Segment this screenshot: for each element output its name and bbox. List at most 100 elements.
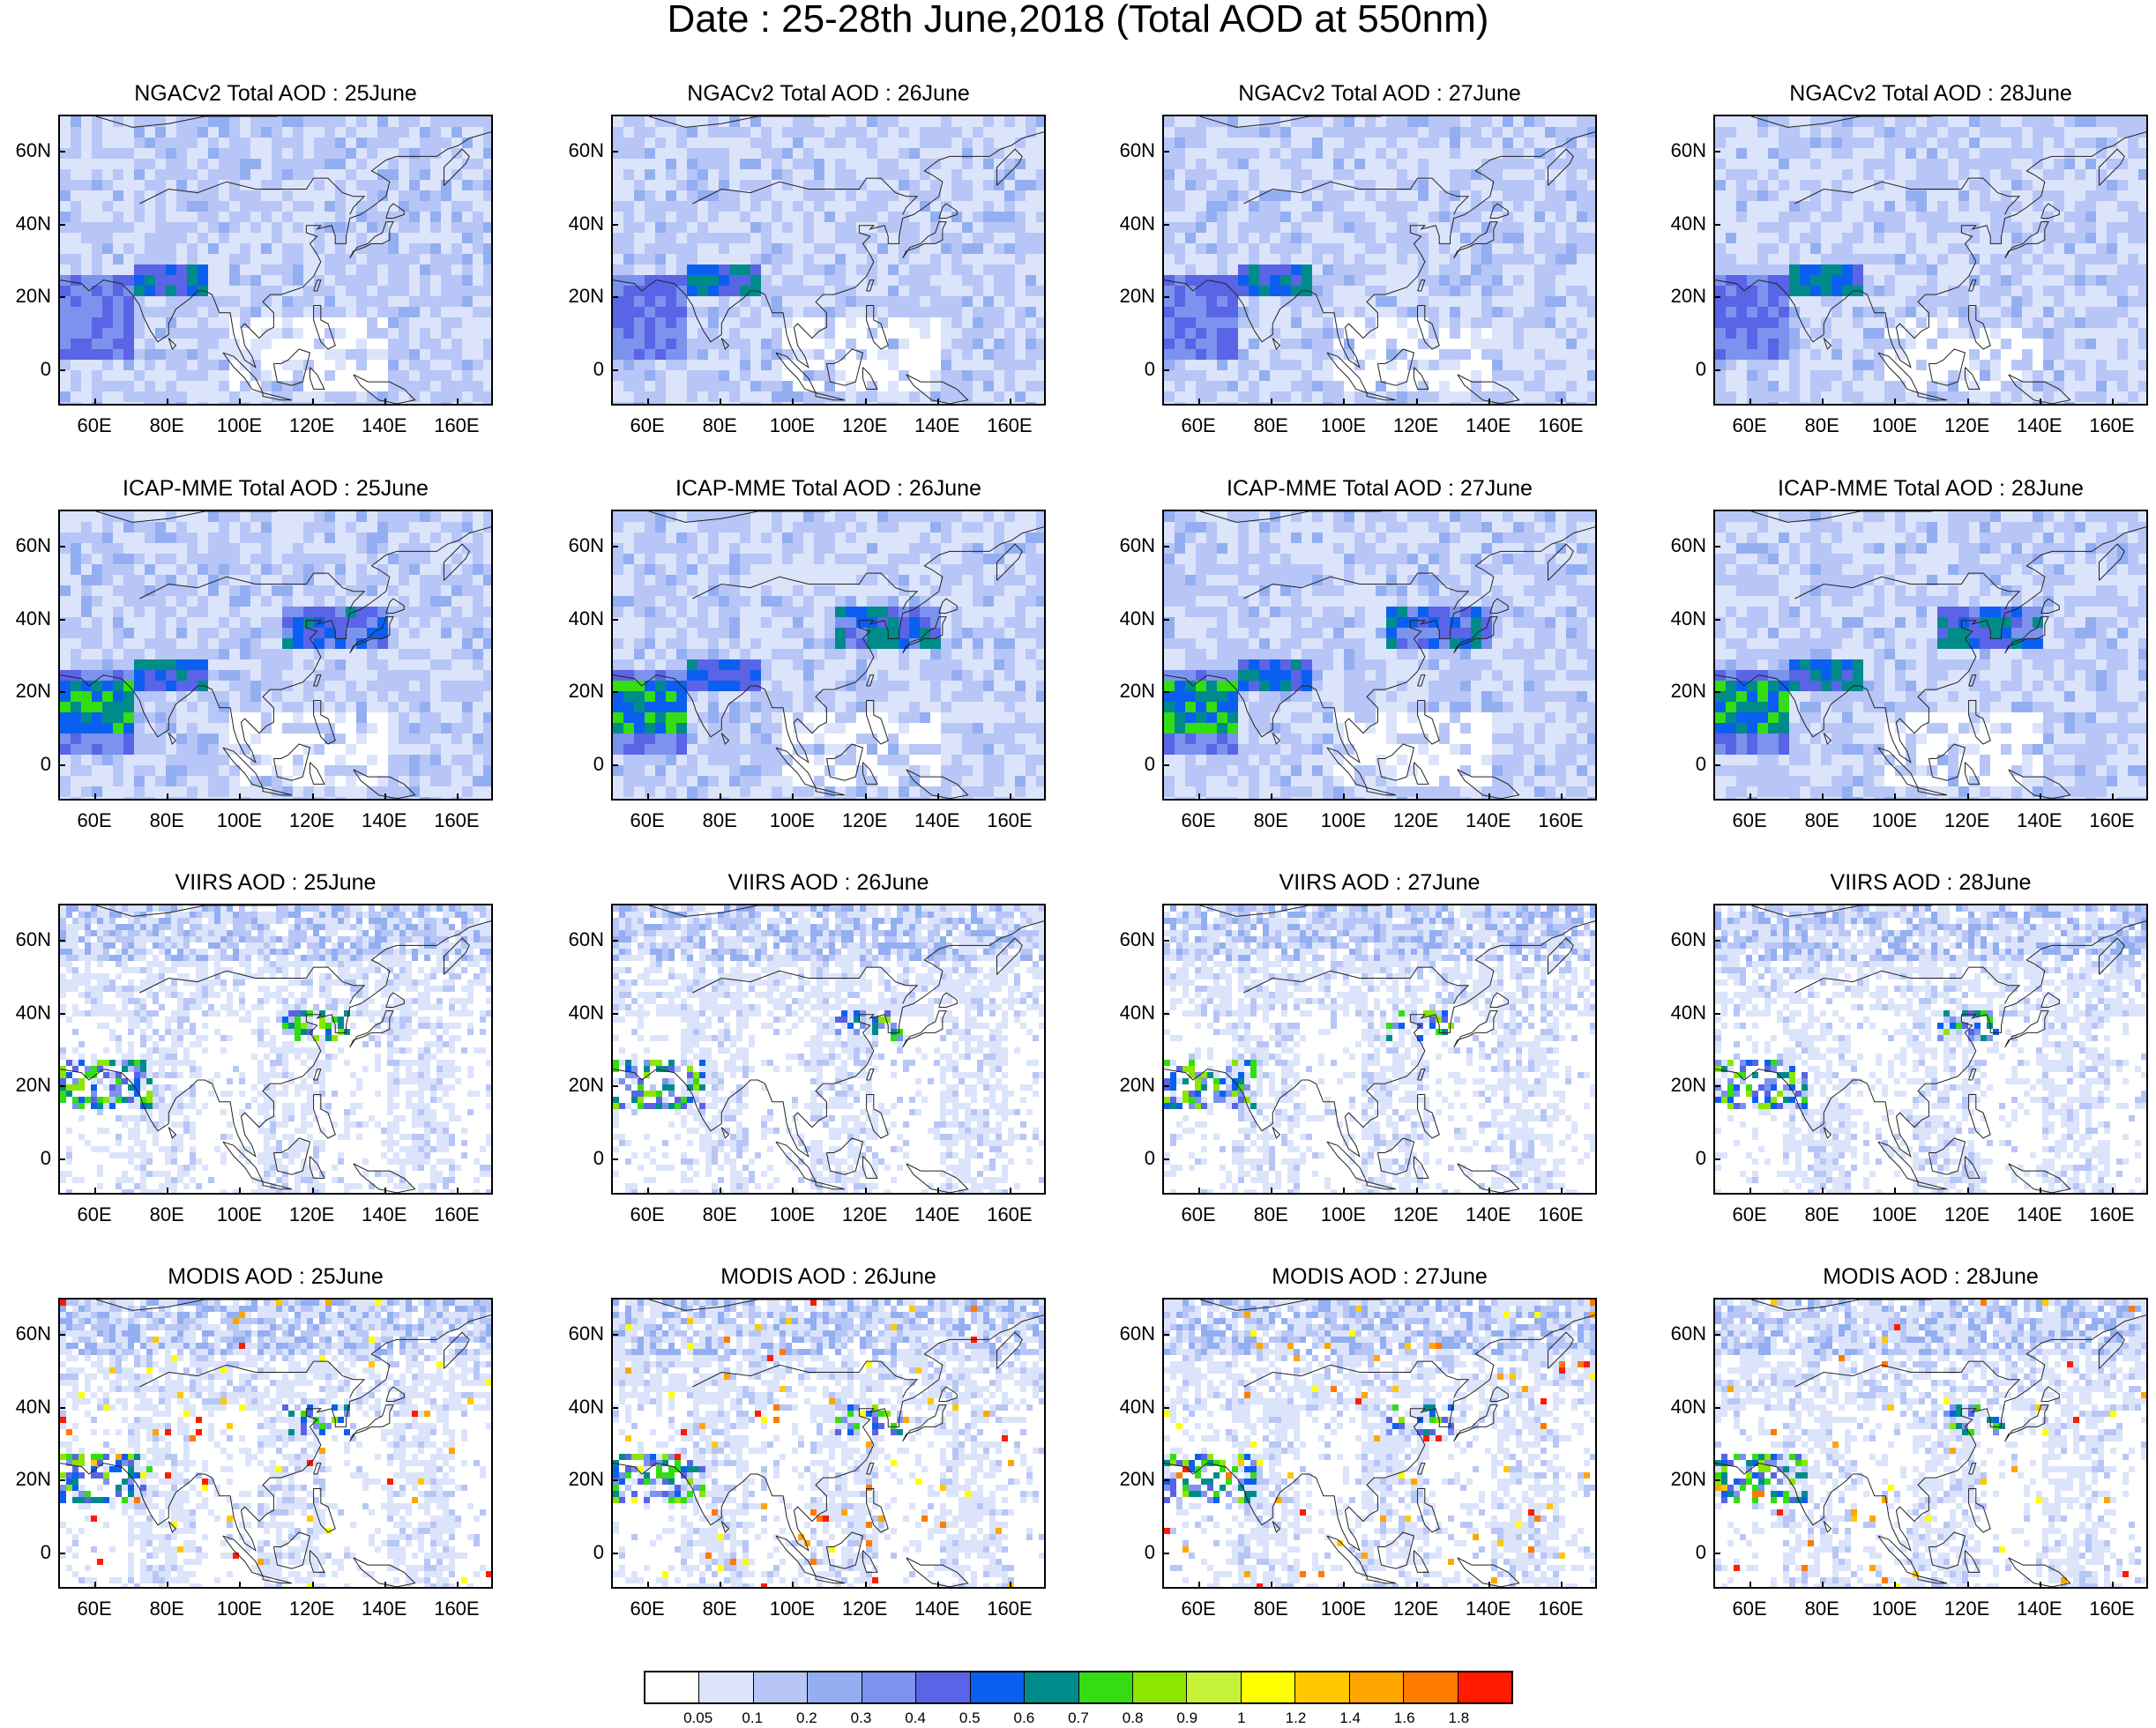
aod-cell: [814, 169, 824, 180]
aod-cell: [1747, 360, 1757, 370]
aod-cell: [2064, 190, 2075, 201]
aod-cell: [1884, 233, 1895, 243]
aod-cell: [2085, 222, 2096, 233]
aod-cell: [92, 575, 102, 585]
aod-cell: [1842, 307, 1853, 317]
aod-cell: [314, 138, 325, 148]
aod-cell: [155, 296, 166, 307]
aod-cell: [1736, 328, 1747, 339]
aod-cell: [219, 543, 229, 554]
aod-cell: [2022, 264, 2033, 275]
aod-cell: [1460, 402, 1471, 406]
aod-cell: [634, 180, 645, 190]
aod-cell: [2096, 370, 2107, 381]
aod-cell: [303, 307, 314, 317]
aod-cell: [962, 212, 973, 222]
aod-cell: [1906, 243, 1916, 254]
aod-cell: [1206, 391, 1217, 402]
aod-cell: [1534, 138, 1545, 148]
aod-cell: [973, 349, 983, 360]
aod-cell: [803, 190, 814, 201]
aod-cell: [1884, 254, 1895, 264]
aod-cell: [2001, 233, 2011, 243]
aod-cell: [250, 349, 261, 360]
aod-cell: [1418, 201, 1429, 212]
aod-cell: [60, 370, 71, 381]
aod-cell: [1323, 381, 1333, 391]
aod-cell: [430, 381, 441, 391]
aod-cell: [1545, 243, 1555, 254]
aod-cell: [1280, 275, 1291, 286]
aod-cell: [1566, 370, 1577, 381]
aod-cell: [687, 264, 698, 275]
aod-cell: [145, 138, 155, 148]
aod-cell: [2043, 360, 2054, 370]
aod-cell: [1566, 349, 1577, 360]
aod-cell: [1365, 222, 1376, 233]
aod-cell: [676, 317, 687, 328]
lon-tick-label: 100E: [757, 416, 827, 436]
aod-cell: [60, 201, 71, 212]
aod-cell: [613, 180, 623, 190]
aod-cell: [1587, 148, 1597, 159]
aod-cell: [835, 402, 846, 406]
aod-cell: [1853, 243, 1863, 254]
aod-cell: [1397, 127, 1407, 138]
aod-cell: [176, 381, 187, 391]
aod-cell: [314, 212, 325, 222]
aod-cell: [1821, 286, 1831, 296]
aod-cell: [303, 116, 314, 127]
aod-cell: [198, 360, 208, 370]
aod-cell: [399, 286, 409, 296]
aod-cell: [1757, 169, 1768, 180]
aod-cell: [272, 233, 282, 243]
aod-cell: [1789, 169, 1800, 180]
aod-cell: [1312, 201, 1323, 212]
aod-cell: [719, 275, 729, 286]
aod-cell: [2138, 296, 2148, 307]
aod-cell: [399, 575, 409, 585]
aod-cell: [166, 180, 176, 190]
aod-cell: [166, 360, 176, 370]
aod-cell: [2001, 127, 2011, 138]
aod-cell: [994, 402, 1004, 406]
aod-cell: [229, 286, 240, 296]
aod-cell: [1969, 307, 1980, 317]
aod-cell: [1534, 116, 1545, 127]
aod-cell: [219, 402, 229, 406]
aod-cell: [1958, 328, 1969, 339]
aod-cell: [1884, 286, 1895, 296]
aod-cell: [483, 317, 493, 328]
aod-map: [1164, 116, 1597, 406]
aod-cell: [645, 360, 655, 370]
aod-cell: [1937, 243, 1948, 254]
aod-cell: [462, 370, 473, 381]
aod-cell: [325, 190, 335, 201]
aod-cell: [1418, 307, 1429, 317]
aod-cell: [2022, 286, 2033, 296]
aod-cell: [782, 243, 793, 254]
aod-cell: [835, 233, 846, 243]
aod-cell: [1916, 243, 1927, 254]
aod-cell: [2054, 169, 2064, 180]
aod-cell: [1481, 243, 1492, 254]
aod-cell: [1036, 360, 1046, 370]
aod-cell: [219, 116, 229, 127]
aod-cell: [1323, 243, 1333, 254]
aod-cell: [623, 317, 634, 328]
aod-cell: [1450, 127, 1460, 138]
aod-cell: [1270, 328, 1280, 339]
aod-cell: [1418, 159, 1429, 169]
aod-cell: [1471, 328, 1481, 339]
aod-cell: [1333, 116, 1344, 127]
aod-cell: [473, 201, 483, 212]
aod-cell: [835, 307, 846, 317]
lon-tick: [94, 398, 96, 406]
aod-cell: [250, 254, 261, 264]
aod-cell: [92, 275, 102, 286]
aod-cell: [740, 275, 750, 286]
aod-cell: [1492, 317, 1503, 328]
aod-cell: [1397, 317, 1407, 328]
aod-cell: [293, 159, 303, 169]
aod-cell: [2085, 370, 2096, 381]
